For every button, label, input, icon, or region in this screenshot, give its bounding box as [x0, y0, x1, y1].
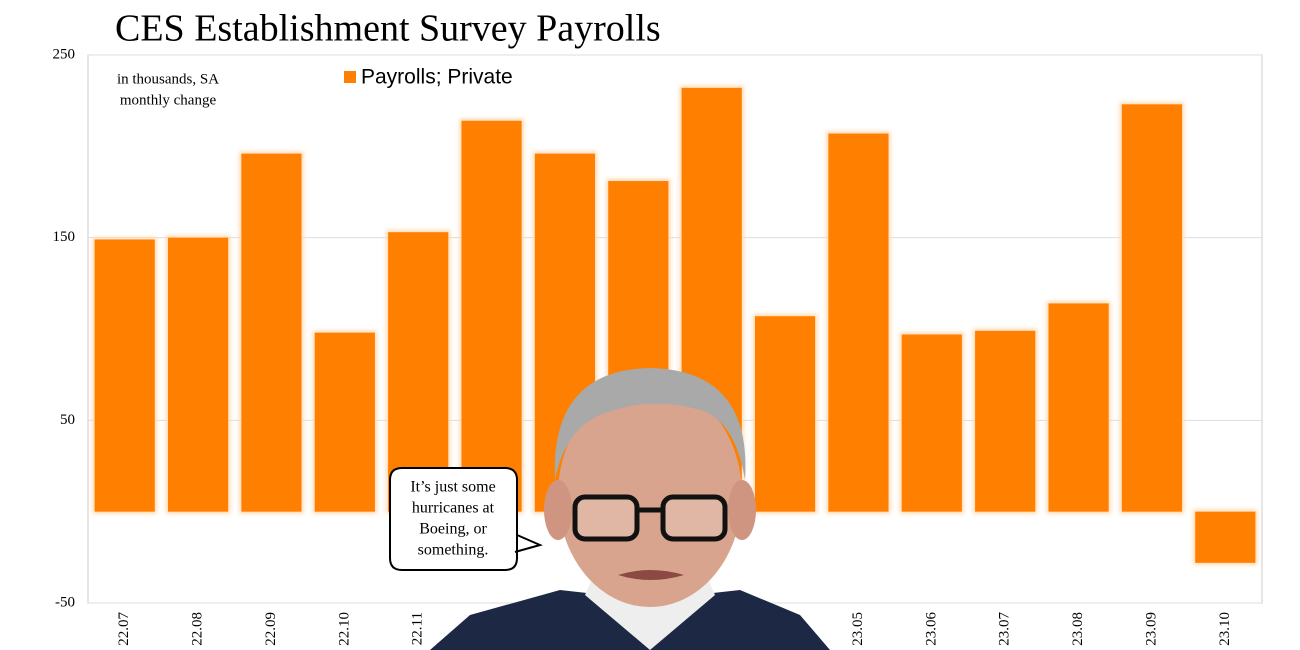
bar: [828, 133, 889, 512]
subtitle: in thousands, SA: [117, 71, 219, 87]
bar: [388, 232, 449, 512]
bar: [1048, 303, 1109, 512]
x-tick-label: 22.08: [190, 612, 206, 646]
y-tick-label: 250: [53, 46, 76, 62]
x-tick-label: 22.07: [116, 612, 132, 646]
bar: [754, 316, 816, 512]
x-tick-label: 23.10: [1217, 612, 1233, 646]
subtitle: monthly change: [120, 92, 217, 108]
bar: [975, 330, 1036, 512]
x-tick-label: 23.06: [923, 612, 939, 646]
legend-swatch: [344, 71, 356, 83]
speech-bubble: [389, 467, 543, 571]
bar: [241, 153, 302, 512]
bar: [94, 239, 155, 512]
bar: [314, 332, 375, 512]
speech-line: It’s just some: [410, 479, 495, 496]
speech-text: It’s just some hurricanes at Boeing, or som…: [410, 479, 495, 559]
x-tick-label: 23.09: [1143, 612, 1159, 646]
bar: [901, 334, 962, 512]
y-tick-label: 50: [60, 412, 75, 428]
x-tick-label: 23.08: [1070, 612, 1086, 646]
x-tick-label: 22.11: [410, 612, 426, 645]
person-photo: [430, 368, 830, 650]
speech-line: hurricanes at: [412, 500, 495, 517]
x-tick-label: 22.09: [263, 612, 279, 646]
x-tick-label: 22.10: [336, 612, 352, 646]
legend-label: Payrolls; Private: [361, 66, 513, 89]
speech-line: Boeing, or: [419, 521, 487, 538]
bar: [1121, 104, 1183, 512]
x-tick-label: 23.05: [850, 612, 866, 646]
plot-area: [88, 54, 1262, 604]
x-tick-label: 23.07: [997, 612, 1013, 646]
chart-title: CES Establishment Survey Payrolls: [115, 8, 661, 50]
bar: [1195, 511, 1256, 563]
speech-line: something.: [418, 542, 489, 559]
y-tick-label: 150: [53, 229, 76, 245]
bar: [461, 120, 522, 512]
bar: [167, 237, 229, 512]
y-tick-label: -50: [55, 594, 75, 610]
